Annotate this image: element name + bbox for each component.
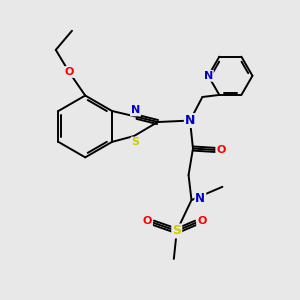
Text: N: N [185,114,195,127]
Text: N: N [204,71,213,81]
Text: N: N [195,192,205,205]
Text: S: S [172,224,181,238]
Text: N: N [131,105,140,116]
Text: O: O [65,67,74,77]
Text: O: O [216,145,226,155]
Text: O: O [142,216,152,226]
Text: O: O [197,216,206,226]
Text: S: S [132,137,140,148]
